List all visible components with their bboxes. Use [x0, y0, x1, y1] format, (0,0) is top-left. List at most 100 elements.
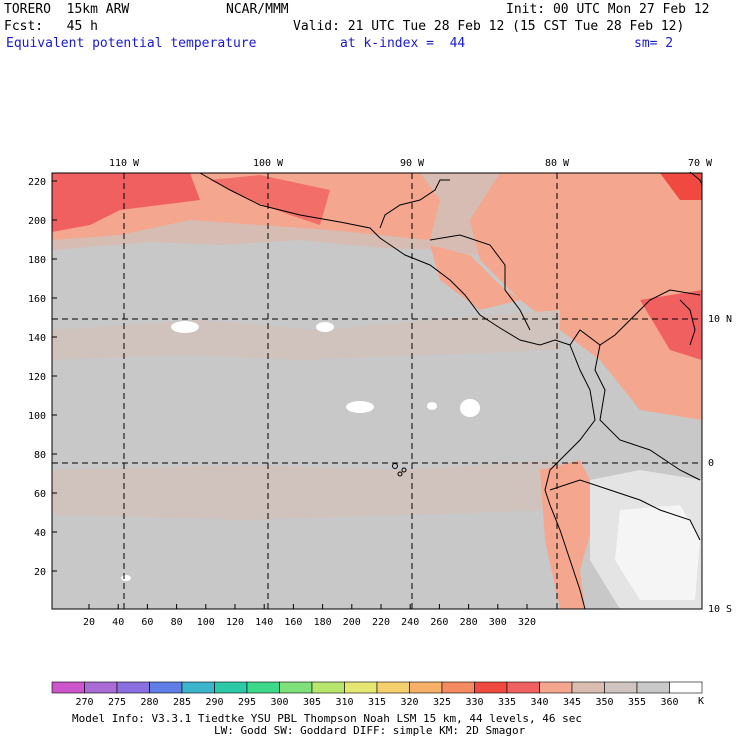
white-patch: [121, 575, 131, 581]
colorbar-swatch: [181, 681, 215, 694]
left-axis-label: 180: [28, 255, 46, 266]
map-frame: [51, 172, 703, 610]
colorbar-label: 295: [238, 697, 256, 708]
white-patch: [316, 322, 334, 332]
andes-warm-strip: [540, 460, 600, 609]
colorbar-swatch: [539, 681, 573, 694]
bottom-axis-label: 220: [372, 617, 390, 628]
bottom-axis-label: 100: [197, 617, 215, 628]
left-axis-label: 220: [28, 177, 46, 188]
coastline-central-america: [199, 172, 701, 346]
colorbar-label: 345: [563, 697, 581, 708]
white-patch: [171, 321, 199, 333]
forecast-hour: Fcst: 45 h: [4, 19, 98, 34]
colorbar-label: 305: [303, 697, 321, 708]
colorbar-swatch: [246, 681, 280, 694]
hot-spot-northwest: [52, 173, 200, 232]
colorbar-label: 325: [433, 697, 451, 708]
border-peru: [549, 479, 701, 541]
top-axis-label: 70 W: [688, 158, 713, 169]
graticule: [52, 173, 702, 609]
colorbar-unit: K: [698, 696, 704, 707]
left-axis-label: 140: [28, 333, 46, 344]
galapagos-island: [397, 471, 403, 477]
field-name: Equivalent potential temperature: [6, 36, 257, 51]
footer-physics-info: LW: Godd SW: Goddard DIFF: simple KM: 2D…: [214, 724, 526, 737]
colorbar-label: 270: [75, 697, 93, 708]
colorbar-swatch: [636, 681, 670, 694]
left-axis-label: 120: [28, 372, 46, 383]
colorbar-swatch: [409, 681, 443, 694]
top-axis-label: 90 W: [400, 158, 425, 169]
colorbar-label: 320: [400, 697, 418, 708]
right-axis-label: 10 N: [708, 314, 732, 325]
hot-spot-mexico: [210, 175, 330, 225]
bottom-axis-label: 80: [171, 617, 183, 628]
colorbar-label: 280: [140, 697, 158, 708]
colorbar-swatch: [604, 681, 638, 694]
colorbar-swatch: [116, 681, 150, 694]
bottom-axis-label: 320: [518, 617, 536, 628]
colorbar-label: 355: [628, 697, 646, 708]
colorbar-swatch: [84, 681, 118, 694]
border-colombia: [594, 344, 701, 481]
right-axis: 10 N 0 10 S: [708, 314, 732, 615]
south-band: [52, 460, 560, 520]
top-axis-label: 110 W: [109, 158, 140, 169]
footer-model-info: Model Info: V3.3.1 Tiedtke YSU PBL Thomp…: [72, 712, 582, 725]
coastline-maracaibo: [679, 299, 696, 346]
bottom-axis-label: 200: [343, 617, 361, 628]
bottom-axis-label: 60: [141, 617, 153, 628]
top-axis: 110 W 100 W 90 W 80 W 70 W: [109, 158, 713, 169]
white-patch: [460, 399, 480, 417]
left-axis-label: 100: [28, 411, 46, 422]
bottom-axis: 20 40 60 80 100 120 140 160 180 200 220 240 260 280 30…: [83, 604, 536, 628]
colorbar-label: 275: [108, 697, 126, 708]
bottom-axis-label: 20: [83, 617, 95, 628]
bottom-axis-label: 160: [284, 617, 302, 628]
galapagos-island: [401, 467, 407, 473]
colorbar-label: 300: [270, 697, 288, 708]
top-axis-label: 80 W: [545, 158, 570, 169]
colorbar-label: 340: [530, 697, 548, 708]
right-axis-label: 10 S: [708, 604, 732, 615]
left-axis: 220 200 180 160 140 120 100 80 60 40 20: [28, 177, 57, 578]
colorbar-swatch: [474, 681, 508, 694]
colorbar-swatch: [506, 681, 540, 694]
colorbar-swatch: [51, 681, 85, 694]
colorbar-swatch: [441, 681, 475, 694]
colorbar-swatch: [571, 681, 605, 694]
left-axis-label: 80: [34, 450, 46, 461]
left-axis-label: 40: [34, 528, 46, 539]
amazon-white: [615, 505, 700, 600]
colorbar: 270 275 280 285 290 295 300 305 310 315 320 325 330 3…: [51, 681, 703, 708]
colorbar-swatch: [149, 681, 183, 694]
left-axis-label: 200: [28, 216, 46, 227]
smoothing-info: sm= 2: [634, 36, 674, 51]
hot-spot-northeast: [660, 173, 702, 200]
colorbar-swatch: [311, 681, 345, 694]
colorbar-swatch: [214, 681, 248, 694]
model-name: TORERO 15km ARW: [4, 2, 130, 17]
white-patch: [346, 401, 374, 413]
coastline-south-america-west: [544, 344, 596, 610]
colorbar-swatch: [279, 681, 313, 694]
salmon-zone-caribbean: [470, 173, 702, 420]
colorbar-label: 290: [205, 697, 223, 708]
colorbar-label: 350: [595, 697, 613, 708]
bottom-axis-label: 260: [430, 617, 448, 628]
bottom-axis-label: 280: [460, 617, 478, 628]
valid-time: Valid: 21 UTC Tue 28 Feb 12 (15 CST Tue …: [293, 19, 685, 34]
colorbar-label: 285: [173, 697, 191, 708]
bottom-axis-label: 120: [226, 617, 244, 628]
coastline-cuba: [689, 171, 703, 186]
left-axis-label: 20: [34, 567, 46, 578]
salmon-zone-central-america: [430, 245, 520, 310]
colorbar-label: 330: [465, 697, 483, 708]
left-axis-label: 160: [28, 294, 46, 305]
top-axis-label: 100 W: [253, 158, 284, 169]
colorbar-label: 310: [335, 697, 353, 708]
colorbar-label: 360: [660, 697, 678, 708]
coastline-honduras: [429, 234, 531, 331]
